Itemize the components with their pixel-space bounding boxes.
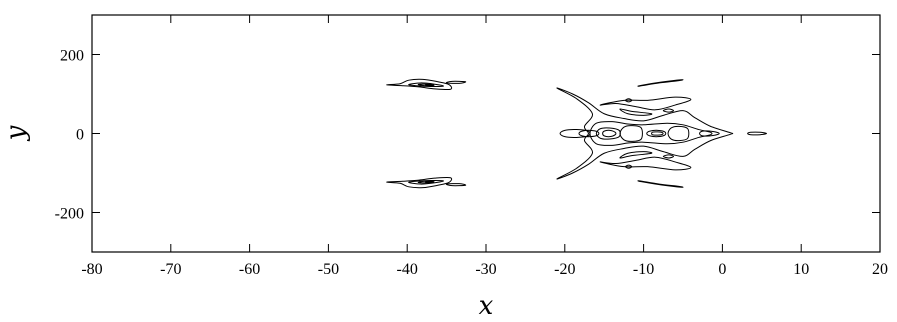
contour-line (408, 179, 444, 185)
contour-line (425, 84, 432, 86)
contour-line (651, 131, 664, 136)
contour-line (624, 164, 633, 169)
contour-line (619, 151, 653, 159)
upper-side-lobe (386, 78, 467, 91)
contour-line (747, 131, 768, 136)
contour-line (619, 125, 643, 142)
contour-line (637, 79, 684, 87)
contour-line (637, 180, 684, 188)
contour-line (589, 121, 713, 146)
contour-line (602, 129, 617, 138)
trailing-streaks (624, 79, 684, 188)
contour-line (425, 181, 432, 183)
contour-line (386, 176, 453, 189)
x-tick-label: -10 (633, 261, 654, 278)
contour-line (624, 98, 633, 103)
x-axis-ticks: -80 -70 -60 -50 -40 -30 -20 -10 0 10 20 (81, 15, 888, 278)
y-tick-label: 200 (60, 48, 84, 65)
x-tick-label: -20 (554, 261, 575, 278)
contour-line (556, 87, 734, 180)
contour-line (408, 82, 444, 88)
contour-line (445, 183, 467, 187)
contour-line (595, 127, 621, 140)
x-tick-label: 0 (718, 261, 726, 278)
lower-side-lobe (386, 176, 467, 189)
x-tick-label: -30 (475, 261, 496, 278)
contour-line (578, 129, 600, 138)
contour-line (559, 129, 591, 138)
contour-line (445, 80, 467, 84)
contour-line (599, 156, 692, 171)
y-tick-label: -200 (55, 206, 84, 223)
contour-line (619, 108, 653, 116)
x-tick-label: 10 (793, 261, 809, 278)
contour-lines (386, 78, 768, 189)
x-tick-label: -60 (239, 261, 260, 278)
contour-line (599, 96, 692, 111)
contour-line (667, 125, 690, 142)
x-tick-label: -50 (318, 261, 339, 278)
contour-line (386, 78, 453, 91)
y-tick-label: 0 (76, 127, 84, 144)
contour-line (699, 130, 720, 137)
x-tick-label: 20 (872, 261, 888, 278)
x-tick-label: -70 (160, 261, 181, 278)
x-tick-label: -80 (81, 261, 102, 278)
x-tick-label: -40 (397, 261, 418, 278)
x-axis-label: x (479, 291, 494, 321)
contour-line (662, 108, 675, 113)
contour-line (662, 154, 675, 159)
y-axis-ticks: -200 0 200 (55, 48, 880, 223)
contour-line (417, 83, 435, 87)
contour-line (417, 180, 435, 184)
contour-line (646, 129, 667, 138)
central-wake (556, 87, 768, 180)
y-axis-label: y (1, 125, 31, 141)
plot-frame (91, 14, 881, 253)
